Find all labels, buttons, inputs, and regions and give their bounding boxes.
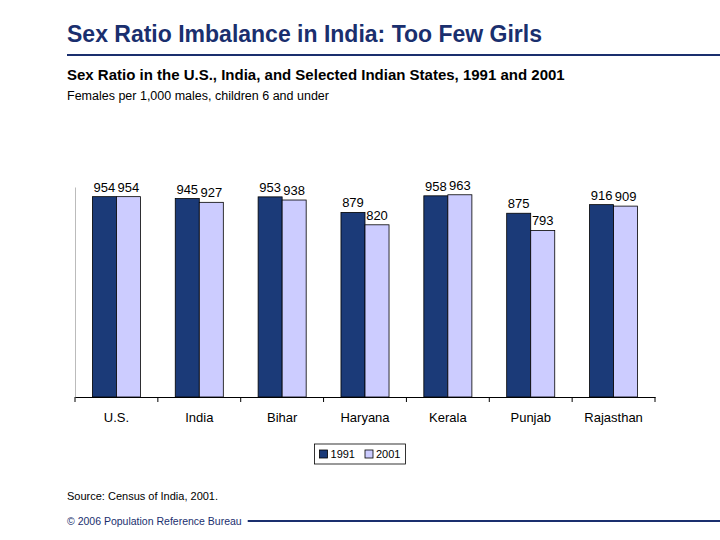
- x-tick-label: Punjab: [510, 410, 550, 425]
- footer: © 2006 Population Reference Bureau: [67, 515, 242, 527]
- data-labels: 954 945 953 879 958 875 916 954 927 938 820 963 793 9…: [94, 178, 637, 229]
- title: Sex Ratio Imbalance in India: Too Few Gi…: [67, 21, 542, 47]
- x-tick-label: India: [185, 410, 214, 425]
- data-label: 954: [118, 180, 140, 195]
- bar: [448, 195, 472, 397]
- category-separator: [75, 397, 76, 402]
- x-tick: Rajasthan: [584, 397, 643, 425]
- x-axis-line: [76, 397, 656, 398]
- footer-rule: [248, 520, 720, 522]
- data-label: 963: [449, 178, 471, 193]
- data-label: 793: [532, 213, 554, 228]
- data-label: 953: [259, 180, 281, 195]
- bar: [258, 197, 282, 397]
- x-axis: U.S. India Bihar Haryana Kerala Punjab Rajasth…: [76, 397, 656, 425]
- bar: [199, 202, 223, 397]
- bar: [507, 213, 531, 397]
- data-label: 879: [342, 195, 364, 210]
- y-axis-line: [75, 188, 76, 398]
- legend-label: 2001: [376, 448, 400, 460]
- legend: 1991 2001: [315, 444, 406, 464]
- x-tick: Kerala: [429, 397, 467, 425]
- x-tick: U.S.: [104, 397, 129, 425]
- bar: [531, 230, 555, 397]
- y-label: Females per 1,000 males, children 6 and …: [67, 89, 329, 103]
- data-label: 820: [366, 208, 388, 223]
- legend-item: 2001: [365, 448, 400, 460]
- category-separator: [323, 397, 324, 402]
- data-label: 958: [425, 179, 447, 194]
- source: Source: Census of India, 2001.: [67, 490, 218, 502]
- data-label: 954: [94, 180, 116, 195]
- bar: [92, 197, 116, 397]
- x-tick: Punjab: [510, 397, 550, 425]
- data-label: 927: [200, 185, 222, 200]
- x-tick-label: Bihar: [267, 410, 298, 425]
- legend-item: 1991: [320, 448, 355, 460]
- category-separators: [75, 397, 655, 402]
- x-tick: Haryana: [340, 397, 390, 425]
- legend-label: 1991: [331, 448, 355, 460]
- x-tick: India: [185, 397, 214, 425]
- data-label: 909: [615, 189, 637, 204]
- legend-swatch: [365, 450, 373, 458]
- x-tick-label: Kerala: [429, 410, 467, 425]
- category-separator: [406, 397, 407, 402]
- x-tick-label: Haryana: [340, 410, 390, 425]
- category-separator: [572, 397, 573, 402]
- bar: [590, 205, 614, 397]
- bar: [282, 200, 306, 397]
- category-separator: [240, 397, 241, 402]
- category-separator: [655, 397, 656, 402]
- bars: [92, 195, 637, 397]
- category-separator: [157, 397, 158, 402]
- bar: [365, 225, 389, 397]
- data-label: 938: [283, 183, 305, 198]
- data-label: 945: [176, 182, 198, 197]
- legend-box: [315, 444, 406, 464]
- data-label: 875: [508, 196, 530, 211]
- title-rule: [67, 54, 720, 56]
- subtitle: Sex Ratio in the U.S., India, and Select…: [67, 66, 565, 83]
- bar: [614, 206, 638, 397]
- bar: [116, 197, 140, 397]
- bar: [424, 196, 448, 397]
- category-separator: [489, 397, 490, 402]
- chart: Sex Ratio Imbalance in India: Too Few Gi…: [0, 0, 720, 540]
- y-axis: [75, 188, 76, 398]
- x-tick: Bihar: [267, 397, 298, 425]
- legend-swatch: [320, 450, 328, 458]
- data-label: 916: [591, 188, 613, 203]
- bar: [341, 212, 365, 397]
- x-tick-label: U.S.: [104, 410, 129, 425]
- bar: [175, 199, 199, 397]
- x-tick-label: Rajasthan: [584, 410, 643, 425]
